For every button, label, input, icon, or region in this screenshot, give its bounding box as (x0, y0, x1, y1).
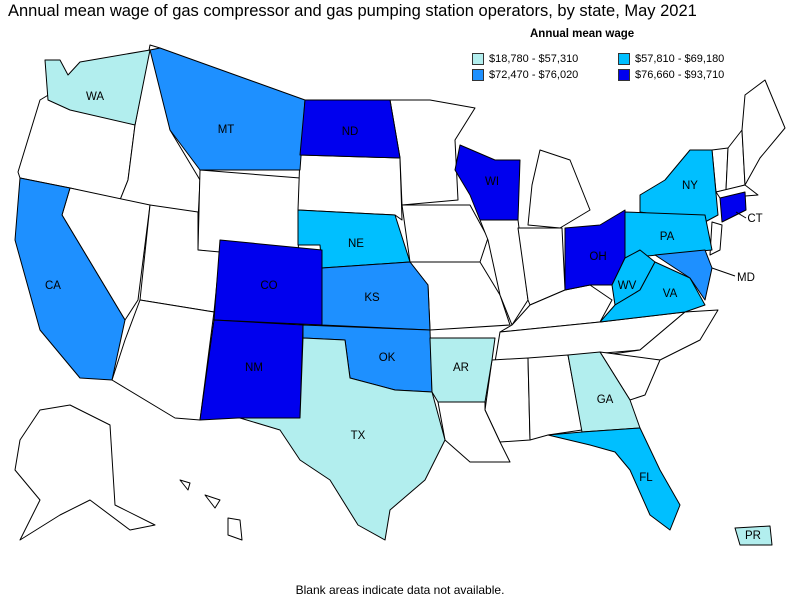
legend-swatch-2 (618, 53, 630, 65)
label-KS: KS (364, 292, 380, 304)
label-MD: MD (737, 272, 755, 284)
state-ND (299, 99, 401, 159)
label-WA: WA (86, 91, 104, 103)
label-ND: ND (342, 126, 359, 138)
label-FL: FL (639, 472, 653, 484)
label-OK: OK (379, 352, 396, 364)
state-AZ (111, 299, 215, 421)
label-NY: NY (682, 180, 698, 192)
label-CO: CO (260, 280, 277, 292)
legend-item-2: $57,810 - $69,180 (618, 52, 724, 66)
legend-swatch-3 (472, 69, 484, 81)
state-SD (297, 154, 403, 221)
legend-title: Annual mean wage (530, 28, 635, 40)
state-HI (179, 479, 243, 541)
state-KS (321, 261, 431, 331)
state-MI (527, 149, 591, 229)
label-MT: MT (218, 124, 235, 136)
label-GA: GA (597, 394, 614, 406)
label-VA: VA (663, 288, 678, 300)
label-PR: PR (745, 530, 761, 542)
state-labels: WA MT ND WI NY CT PA OH NE CA CO KS WV V… (45, 91, 763, 542)
state-AL (527, 354, 583, 441)
legend-label-3: $72,470 - $76,020 (489, 69, 579, 81)
state-FL (547, 427, 681, 531)
state-LA (437, 401, 511, 463)
label-OH: OH (589, 251, 606, 263)
label-CA: CA (45, 280, 61, 292)
label-PA: PA (660, 231, 675, 243)
label-NE: NE (348, 238, 364, 250)
legend-item-3: $72,470 - $76,020 (472, 68, 578, 82)
map-title: Annual mean wage of gas compressor and g… (8, 2, 697, 20)
label-TX: TX (351, 430, 366, 442)
state-AK (14, 404, 156, 541)
state-MS (484, 357, 531, 443)
state-TX (239, 337, 446, 541)
legend-item-4: $76,660 - $93,710 (618, 68, 724, 82)
label-AR: AR (453, 362, 469, 374)
state-MD (654, 249, 713, 301)
legend-item-1: $18,780 - $57,310 (472, 52, 578, 66)
state-NY (639, 149, 719, 223)
data-states (14, 47, 773, 546)
label-WI: WI (485, 176, 499, 188)
label-CT: CT (747, 213, 762, 225)
footnote: Blank areas indicate data not available. (295, 583, 505, 597)
legend: Annual mean wage $18,780 - $57,310 $57,8… (468, 28, 798, 86)
legend-label-4: $76,660 - $93,710 (635, 69, 725, 81)
state-VA (599, 261, 706, 323)
state-WI (454, 144, 521, 221)
state-PR (734, 525, 773, 546)
leader-CT (735, 211, 747, 219)
legend-swatch-1 (472, 53, 484, 65)
label-NM: NM (245, 362, 263, 374)
label-WV: WV (618, 280, 637, 292)
leader-MD (711, 267, 736, 277)
state-MA (715, 184, 759, 199)
legend-label-2: $57,810 - $69,180 (635, 53, 725, 65)
state-GA (567, 351, 641, 433)
legend-swatch-4 (618, 69, 630, 81)
legend-label-1: $18,780 - $57,310 (489, 53, 579, 65)
state-CA (14, 177, 126, 381)
state-ME (741, 79, 786, 186)
leader-lines (711, 211, 747, 277)
state-IA (401, 204, 489, 263)
state-CT (719, 191, 747, 223)
